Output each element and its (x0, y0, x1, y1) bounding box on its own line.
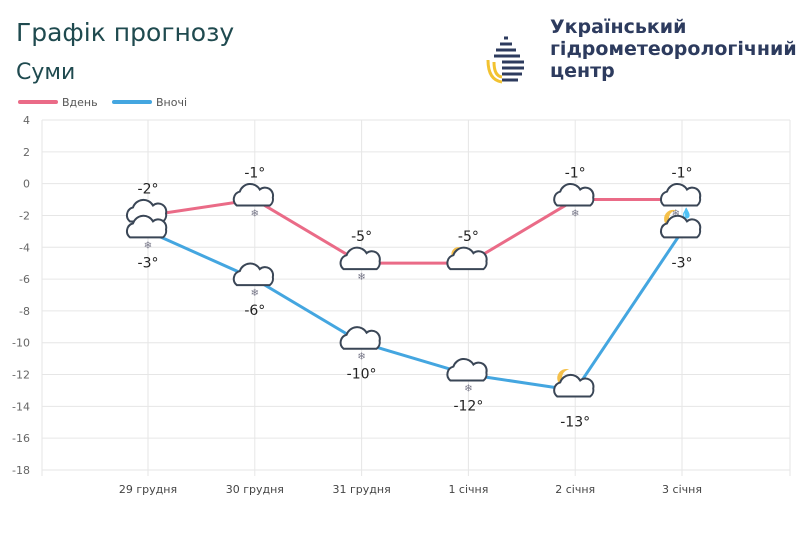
cloud-snow-icon: ❄ (339, 246, 381, 283)
cloud-shape (339, 326, 381, 350)
snow-glyph: ❄ (357, 352, 365, 363)
data-label: -13° (560, 414, 590, 430)
y-tick-label: -6 (19, 273, 30, 286)
y-tick-label: -2 (19, 209, 30, 222)
snow-glyph: ❄ (464, 384, 472, 395)
data-label: -10° (347, 367, 377, 383)
sun-cloud-icon (446, 246, 488, 271)
org-line: центр (550, 60, 615, 82)
org-line: Український (550, 16, 687, 38)
organization-name: Український гідрометеорологічний центр (550, 16, 800, 82)
data-label: -5° (458, 229, 479, 245)
series-line-day (147, 197, 682, 265)
y-tick-label: 2 (23, 146, 30, 159)
moon-cloud-icon (660, 209, 702, 239)
cloud-shape (126, 214, 168, 239)
cloud-shape (660, 214, 702, 239)
snow-glyph: ❄ (357, 272, 365, 283)
y-tick-label: -10 (12, 337, 30, 350)
data-label: -5° (351, 229, 372, 245)
cloud-snow-icon: ❄ (553, 183, 595, 220)
cloud-shape (339, 246, 381, 271)
y-tick-label: -4 (19, 241, 30, 254)
cloud-shape (660, 183, 702, 207)
cloud-shape (446, 358, 488, 382)
x-tick-label: 31 грудня (333, 483, 391, 496)
cloud-shape (553, 183, 595, 207)
cloud-shape (232, 262, 275, 287)
org-line: гідрометеорологічний (550, 38, 797, 60)
x-tick-label: 29 грудня (119, 483, 177, 496)
y-tick-label: 0 (23, 178, 30, 191)
data-label: -1° (565, 166, 586, 182)
legend-swatch (18, 100, 58, 104)
data-label: -3° (672, 255, 693, 271)
data-label: -3° (138, 255, 159, 271)
page-title: Графік прогнозу (16, 18, 235, 47)
cloud-shape (126, 198, 168, 223)
y-tick-label: -18 (12, 464, 30, 477)
legend-label: Вдень (62, 96, 98, 109)
y-tick-label: 4 (23, 114, 30, 127)
snow-glyph: ❄ (144, 240, 152, 251)
data-label: -1° (244, 166, 265, 182)
y-tick-label: -14 (12, 400, 30, 413)
cloud-shape (553, 373, 595, 398)
snow-glyph: ❄ (251, 209, 259, 220)
data-label: -2° (138, 181, 159, 197)
cloud-shape (446, 246, 488, 271)
data-label: -6° (244, 303, 265, 319)
moon-cloud-icon (553, 368, 595, 398)
x-tick-label: 30 грудня (226, 483, 284, 496)
cloud-snow-icon: ❄ (232, 262, 275, 299)
legend-swatch (112, 100, 152, 104)
y-tick-label: -16 (12, 432, 30, 445)
y-tick-label: -12 (12, 369, 30, 382)
x-tick-label: 2 січня (555, 483, 595, 496)
cloud-snow-icon: ❄ (446, 358, 488, 395)
cloud-snow-icon: ❄ (232, 183, 275, 220)
city-name: Суми (16, 60, 76, 85)
cloud-snow-icon: ❄ (339, 326, 381, 363)
data-label: -12° (453, 399, 483, 415)
x-tick-label: 3 січня (662, 483, 702, 496)
legend-label: Вночі (156, 96, 187, 109)
logo-icon (486, 36, 524, 84)
cloud-snow-icon: ❄ (126, 214, 168, 251)
cloud-shape (232, 183, 275, 207)
snow-glyph: ❄ (251, 288, 259, 299)
snow-glyph: ❄ (571, 209, 579, 220)
data-label: -1° (672, 166, 693, 182)
y-tick-label: -8 (19, 305, 30, 318)
x-tick-label: 1 січня (448, 483, 488, 496)
